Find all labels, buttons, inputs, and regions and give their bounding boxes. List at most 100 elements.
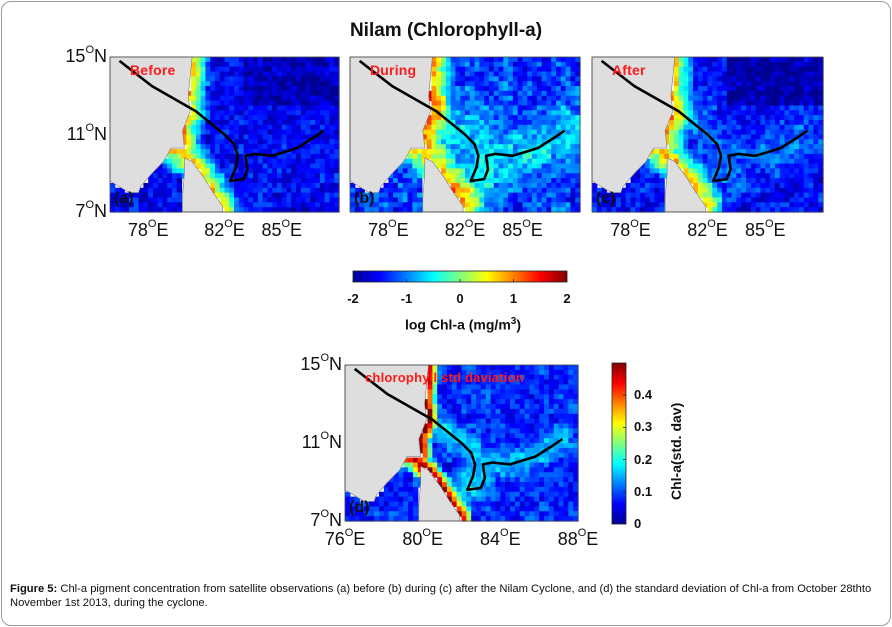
heatmap-cell (556, 81, 562, 87)
colorbar-main-tick-0: -2 (347, 291, 359, 306)
heatmap-cell (402, 197, 409, 203)
heatmap-cell (529, 369, 535, 376)
heatmap-cell (461, 408, 467, 415)
heatmap-cell (794, 66, 800, 73)
heatmap-cell (500, 516, 506, 522)
heatmap-cell (736, 115, 742, 121)
heatmap-cell (669, 139, 675, 145)
heatmap-cell (243, 202, 249, 208)
heatmap-cell (431, 129, 437, 136)
heatmap-cell (422, 428, 429, 434)
heatmap-cell (669, 119, 675, 126)
heatmap-cell (514, 413, 521, 420)
heatmap-cell (558, 491, 565, 498)
heatmap-cell (446, 379, 453, 386)
heatmap-cell (129, 197, 135, 203)
heatmap-cell (474, 182, 480, 189)
heatmap-cell (750, 95, 757, 102)
heatmap-cell (412, 168, 418, 174)
heatmap-cell (508, 95, 514, 102)
heatmap-cell (575, 163, 581, 169)
heatmap-cell (319, 163, 326, 169)
heatmap-cell (500, 418, 506, 425)
heatmap-cell (238, 105, 245, 111)
heatmap-cell (257, 81, 264, 87)
heatmap-cell (243, 149, 249, 155)
heatmap-cell (717, 110, 723, 116)
heatmap-cell (527, 173, 533, 179)
heatmap-cell (529, 384, 535, 390)
heatmap-cell (300, 95, 307, 102)
heatmap-cell (774, 163, 781, 169)
heatmap-cell (765, 173, 771, 179)
heatmap-cell (770, 119, 776, 126)
heatmap-cell (498, 76, 504, 82)
heatmap-cell (697, 105, 704, 111)
heatmap-cell (291, 178, 297, 184)
heatmap-cell (334, 197, 340, 203)
heatmap-cell (712, 81, 718, 87)
heatmap-cell (465, 207, 471, 213)
heatmap-cell (498, 187, 504, 194)
heatmap-cell (688, 158, 694, 165)
heatmap-cell (568, 404, 574, 410)
heatmap-cell (517, 178, 524, 184)
heatmap-cell (253, 110, 259, 116)
heatmap-cell (451, 365, 458, 371)
heatmap-cell (152, 187, 159, 194)
heatmap-cell (310, 163, 316, 169)
heatmap-cell (329, 86, 335, 92)
heatmap-cell (310, 76, 316, 82)
heatmap-cell (813, 173, 819, 179)
heatmap-cell (818, 71, 824, 77)
heatmap-cell (407, 178, 413, 184)
heatmap-cell (563, 457, 569, 464)
heatmap-cell (721, 163, 728, 169)
heatmap-cell (210, 124, 216, 131)
heatmap-cell (471, 516, 477, 522)
heatmap-cell (548, 472, 555, 478)
heatmap-cell (746, 168, 752, 174)
heatmap-cell (541, 173, 548, 179)
heatmap-cell (388, 501, 395, 507)
heatmap-cell (717, 105, 723, 111)
heatmap-cell (536, 187, 543, 194)
heatmap-cell (195, 95, 202, 102)
heatmap-cell (514, 374, 521, 381)
heatmap-cell (329, 129, 335, 136)
heatmap-cell (673, 86, 680, 92)
heatmap-cell (508, 124, 514, 131)
heatmap-cell (248, 134, 254, 140)
heatmap-cell (560, 124, 567, 131)
heatmap-cell (558, 384, 565, 390)
heatmap-cell (466, 408, 472, 415)
heatmap-cell (480, 394, 487, 400)
heatmap-cell (484, 207, 490, 213)
heatmap-cell (445, 76, 452, 82)
heatmap-cell (195, 134, 202, 140)
heatmap-cell (755, 139, 762, 145)
heatmap-cell (536, 86, 543, 92)
heatmap-cell (296, 115, 302, 121)
heatmap-cell (813, 207, 819, 213)
heatmap-cell (176, 163, 183, 169)
heatmap-cell (205, 90, 211, 97)
heatmap-cell (611, 197, 617, 203)
heatmap-cell (286, 119, 292, 126)
heatmap-cell (505, 379, 511, 386)
heatmap-cell (229, 100, 235, 107)
heatmap-cell (471, 443, 477, 449)
heatmap-cell (712, 187, 718, 194)
heatmap-cell (640, 178, 646, 184)
heatmap-cell (529, 501, 535, 507)
heatmap-cell (441, 95, 447, 102)
heatmap-cell (276, 153, 283, 160)
heatmap-cell (736, 144, 742, 150)
heatmap-cell (319, 115, 326, 121)
heatmap-cell (324, 86, 331, 92)
heatmap-cell (466, 365, 472, 371)
heatmap-cell (417, 153, 423, 160)
heatmap-cell (575, 81, 581, 87)
heatmap-cell (243, 178, 249, 184)
heatmap-cell (784, 192, 790, 199)
